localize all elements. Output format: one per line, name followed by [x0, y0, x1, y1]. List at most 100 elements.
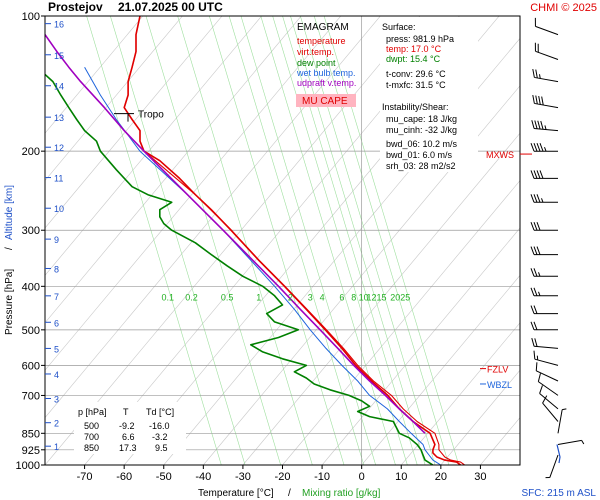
barb-full: [533, 350, 536, 360]
barb-staff: [557, 409, 563, 434]
mixing-ratio-line: [209, 16, 345, 465]
series-layer: [45, 16, 465, 465]
dry-adiabat: [45, 16, 223, 229]
mixing-ratio-label: 20: [390, 292, 400, 302]
altitude-tick-label: 10: [54, 204, 64, 214]
barb-full: [536, 246, 541, 255]
wind-barb: [532, 68, 559, 83]
barb-full: [533, 268, 538, 277]
instability-title: Instability/Shear:: [382, 102, 449, 112]
y-tick-label: 925: [22, 445, 40, 457]
mixing-ratio-line: [145, 16, 281, 465]
y-axis-label: Pressure [hPa]: [4, 269, 15, 335]
barb-staff: [542, 402, 559, 422]
wind-barb: [533, 350, 559, 366]
barb-full: [533, 321, 538, 330]
low-level-wind: [556, 444, 561, 464]
barb-full: [535, 95, 538, 105]
mu-cape-badge: [296, 94, 356, 107]
barb-full: [541, 96, 544, 106]
credit: CHMI © 2025: [530, 2, 597, 14]
table-row-850-p: 850: [84, 443, 99, 453]
dry-adiabat: [560, 0, 600, 465]
mixing-ratio-label: 6: [339, 292, 344, 302]
barb-full: [536, 222, 541, 231]
mixing-ratio-line: [260, 16, 396, 465]
table-header-p: p [hPa]: [78, 407, 107, 417]
barb-full: [542, 395, 548, 404]
barb-staff: [535, 25, 559, 36]
tropo-label: Tropo: [138, 110, 164, 121]
barb-full: [533, 222, 538, 231]
dry-adiabat: [321, 227, 520, 465]
barb-full: [531, 337, 535, 347]
mixing-ratio-label: 8: [351, 292, 356, 302]
wind-barb: [539, 385, 559, 410]
dry-adiabat: [401, 322, 520, 465]
altitude-tick-label: 16: [54, 20, 64, 30]
legend-dew-point: dew point: [297, 58, 336, 68]
altitude-tick-label: 15: [54, 51, 64, 61]
x-tick-label: -40: [195, 471, 211, 483]
barb-full: [530, 305, 535, 314]
mixing-ratio-line: [228, 16, 365, 465]
altitude-tick-label: 4: [54, 370, 59, 380]
altitude-tick-label: 9: [54, 235, 59, 245]
table-row-500-t: -9.2: [119, 421, 135, 431]
t-mxfc: t-mxfc: 31.5 °C: [386, 80, 446, 90]
mixing-ratio-label: 15: [376, 292, 386, 302]
t-conv: t-conv: 29.6 °C: [386, 69, 446, 79]
barb-full: [533, 246, 538, 255]
barb-full: [535, 362, 538, 371]
wind-barb: [557, 408, 567, 434]
barb-half: [581, 440, 585, 445]
barb-full: [537, 373, 541, 382]
x-tick-label: 30: [474, 471, 486, 483]
barb-full: [536, 143, 541, 152]
barb-full: [534, 338, 538, 347]
barb-full: [539, 385, 543, 394]
surface-dwpt: dwpt: 15.4 °C: [386, 54, 441, 64]
x-tick-label: -20: [275, 471, 291, 483]
barb-full: [531, 120, 535, 129]
info-panel-bg: [380, 17, 478, 172]
dry-adiabat: [282, 180, 520, 465]
barb-full: [533, 143, 538, 152]
mixing-ratio-line: [86, 16, 222, 465]
x-tick-label: 0: [359, 471, 365, 483]
wind-barb: [530, 268, 558, 277]
mixing-ratio-line: [110, 16, 246, 465]
dry-adiabat: [440, 369, 520, 465]
mixing-ratio-label: 12: [367, 292, 377, 302]
x-tick-label: -70: [77, 471, 93, 483]
barb-staff: [534, 102, 559, 109]
legend-temperature: temperature: [297, 36, 346, 46]
wind-barb: [557, 439, 585, 445]
wind-barb: [534, 17, 559, 36]
barb-staff: [539, 393, 559, 410]
barb-full: [530, 222, 535, 231]
barb-half: [541, 198, 544, 203]
altitude-tick-label: 12: [54, 143, 64, 153]
y-tick-label: 850: [22, 428, 40, 440]
altitude-tick-label: 1: [54, 442, 59, 452]
y-tick-label: 400: [22, 281, 40, 293]
station-name: Prostejov: [48, 0, 103, 14]
altitude-tick-label: 14: [54, 82, 64, 92]
mixing-ratio-label: 0.5: [221, 292, 234, 302]
table-row-700-t: 6.6: [122, 432, 135, 442]
barb-staff: [535, 50, 559, 60]
wind-barb: [530, 194, 558, 203]
barb-half: [538, 291, 541, 296]
barb-staff: [538, 381, 559, 396]
barb-full: [537, 43, 539, 53]
y-tick-label: 700: [22, 390, 40, 402]
wind-barb: [530, 222, 558, 231]
wind-barb: [530, 170, 558, 179]
table-header-t: T: [123, 407, 129, 417]
mxws-label: MXWS: [486, 150, 514, 160]
wind-barb: [530, 287, 558, 297]
wind-barb: [534, 42, 559, 60]
